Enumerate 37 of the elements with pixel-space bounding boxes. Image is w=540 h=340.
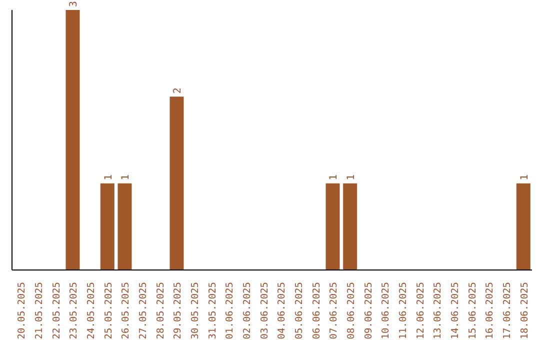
x-tick-label: 29.05.2025	[172, 282, 184, 340]
x-tick-label: 13.06.2025	[432, 282, 444, 340]
x-tick-label: 30.05.2025	[190, 282, 201, 340]
data-label: 1	[103, 174, 114, 180]
data-label: 3	[68, 0, 80, 7]
data-label: 1	[346, 174, 358, 180]
data-label: 2	[172, 88, 184, 94]
x-tick-label: 08.06.2025	[346, 282, 357, 340]
x-tick-label: 28.05.2025	[155, 282, 166, 340]
x-tick-label: 02.06.2025	[242, 282, 253, 340]
x-tick-label: 25.05.2025	[103, 282, 114, 340]
x-tick-label: 18.06.2025	[519, 282, 530, 340]
x-tick-label: 22.05.2025	[51, 282, 62, 340]
x-tick-label: 09.06.2025	[363, 282, 374, 340]
x-tick-label: 16.06.2025	[484, 282, 496, 340]
data-label: 1	[120, 174, 132, 180]
x-tick-label: 06.06.2025	[311, 282, 322, 340]
x-tick-label: 11.06.2025	[398, 282, 409, 340]
x-tick-label: 23.05.2025	[68, 282, 80, 340]
x-tick-label: 01.06.2025	[224, 282, 236, 340]
x-tick-label: 31.05.2025	[207, 282, 218, 340]
x-tick-label: 24.05.2025	[86, 282, 97, 340]
x-tick-label: 27.05.2025	[138, 282, 149, 340]
x-tick-label: 05.06.2025	[294, 282, 305, 340]
data-label: 1	[519, 174, 530, 180]
x-tick-label: 12.06.2025	[415, 282, 426, 340]
x-tick-label: 26.05.2025	[120, 282, 132, 340]
x-tick-label: 03.06.2025	[259, 282, 270, 340]
x-tick-label: 04.06.2025	[276, 282, 288, 340]
x-tick-label: 07.06.2025	[328, 282, 340, 340]
x-tick-label: 14.06.2025	[450, 282, 461, 340]
x-tick-label: 17.06.2025	[502, 282, 513, 340]
x-tick-label: 21.05.2025	[34, 282, 45, 340]
x-tick-label: 10.06.2025	[380, 282, 392, 340]
x-tick-label: 20.05.2025	[16, 282, 28, 340]
x-tick-label: 15.06.2025	[467, 282, 478, 340]
data-label: 1	[328, 174, 340, 180]
